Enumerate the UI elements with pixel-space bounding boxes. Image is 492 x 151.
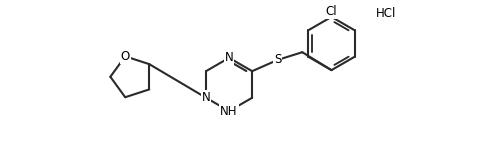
Text: HCl: HCl bbox=[376, 7, 397, 20]
Text: O: O bbox=[121, 50, 130, 63]
Text: Cl: Cl bbox=[326, 5, 338, 18]
Text: S: S bbox=[274, 53, 281, 66]
Text: NH: NH bbox=[220, 105, 238, 118]
Text: N: N bbox=[202, 91, 211, 104]
Text: N: N bbox=[225, 51, 234, 64]
